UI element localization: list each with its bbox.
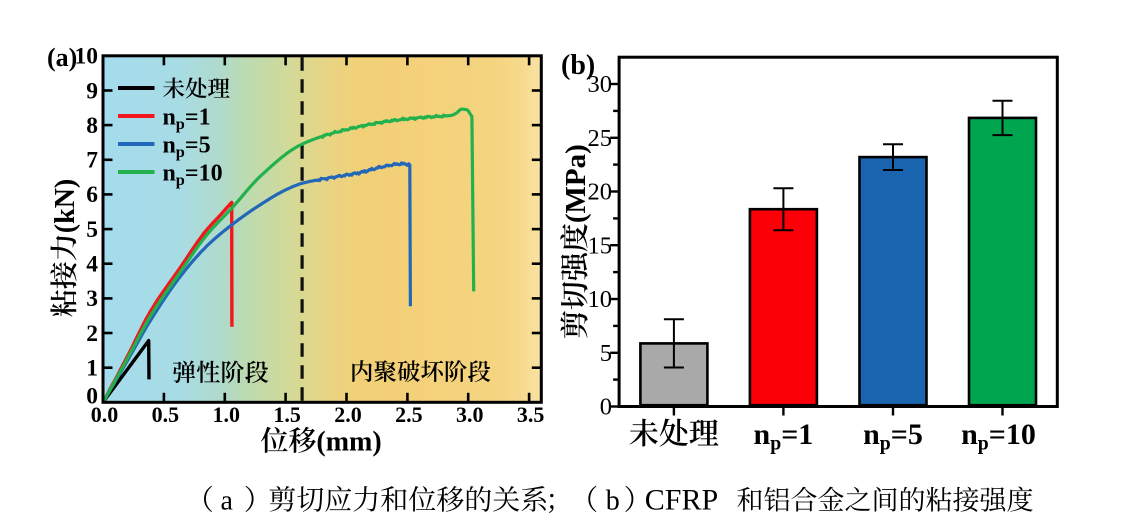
svg-text:=5: =5 bbox=[891, 418, 923, 451]
svg-text:2.5: 2.5 bbox=[395, 402, 423, 427]
svg-text:(mm): (mm) bbox=[316, 427, 381, 458]
svg-text:1: 1 bbox=[86, 356, 98, 382]
svg-text:0: 0 bbox=[600, 394, 612, 421]
svg-text:3.0: 3.0 bbox=[456, 402, 484, 427]
svg-text:p: p bbox=[770, 433, 781, 455]
svg-text:5: 5 bbox=[86, 217, 98, 243]
svg-text:(b): (b) bbox=[561, 50, 595, 81]
svg-text:2: 2 bbox=[86, 321, 98, 347]
svg-text:5: 5 bbox=[600, 340, 612, 367]
svg-text:15: 15 bbox=[588, 232, 613, 259]
svg-text:1.5: 1.5 bbox=[273, 402, 301, 427]
svg-text:n: n bbox=[163, 133, 176, 159]
svg-text:7: 7 bbox=[86, 148, 98, 174]
svg-text:25: 25 bbox=[588, 125, 613, 152]
svg-text:3.5: 3.5 bbox=[517, 402, 545, 427]
svg-text:9: 9 bbox=[86, 78, 98, 104]
svg-text:4: 4 bbox=[86, 252, 98, 278]
svg-text:n: n bbox=[863, 418, 880, 451]
svg-text:0.5: 0.5 bbox=[152, 402, 180, 427]
svg-text:1.0: 1.0 bbox=[212, 402, 240, 427]
svg-text:n: n bbox=[961, 418, 978, 451]
svg-text:20: 20 bbox=[588, 179, 613, 206]
svg-text:8: 8 bbox=[86, 113, 98, 139]
svg-text:30: 30 bbox=[588, 71, 613, 98]
svg-text:2.0: 2.0 bbox=[334, 402, 362, 427]
svg-text:p: p bbox=[176, 114, 185, 133]
svg-text:CFRP: CFRP bbox=[645, 484, 718, 517]
svg-text:10: 10 bbox=[588, 286, 613, 313]
svg-text:=5: =5 bbox=[185, 133, 211, 159]
svg-text:n: n bbox=[163, 161, 176, 187]
svg-text:6: 6 bbox=[86, 182, 98, 208]
svg-text:3: 3 bbox=[86, 286, 98, 312]
svg-text:=10: =10 bbox=[989, 418, 1036, 451]
svg-text:p: p bbox=[978, 433, 989, 455]
svg-text:(MPa): (MPa) bbox=[560, 144, 592, 223]
svg-text:p: p bbox=[176, 170, 185, 189]
svg-text:p: p bbox=[880, 433, 891, 455]
svg-text:=1: =1 bbox=[185, 105, 211, 131]
svg-text:n: n bbox=[163, 105, 176, 131]
svg-text:(a): (a) bbox=[47, 43, 77, 72]
svg-text:p: p bbox=[176, 142, 185, 161]
svg-text:(kN): (kN) bbox=[50, 179, 81, 233]
svg-text:10: 10 bbox=[75, 44, 99, 70]
svg-text:a: a bbox=[221, 486, 234, 517]
svg-text:0: 0 bbox=[86, 384, 98, 410]
svg-text:=10: =10 bbox=[185, 161, 223, 187]
svg-text:b: b bbox=[606, 486, 620, 517]
svg-text:0.0: 0.0 bbox=[91, 402, 119, 427]
svg-text:=1: =1 bbox=[781, 418, 813, 451]
svg-text:n: n bbox=[754, 418, 771, 451]
